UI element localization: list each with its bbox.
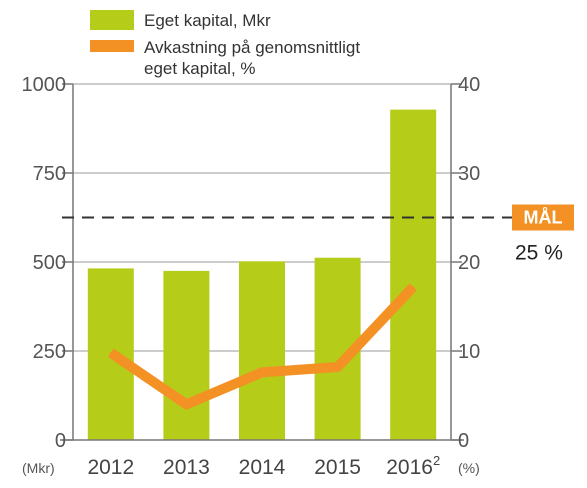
bars: [87, 109, 437, 440]
bar-2014: [239, 261, 285, 440]
target-badge: [512, 204, 574, 231]
category-label-2016: 20162: [386, 453, 440, 479]
legend-swatch-equity: [90, 10, 134, 30]
return-line: [107, 283, 417, 410]
bar-2013: [163, 270, 210, 440]
right-tick-label: 40: [458, 74, 480, 96]
legend-label-return-line1: Avkastning på genomsnittligt: [144, 38, 360, 57]
right-tick-label: 10: [458, 341, 480, 363]
left-tick-label: 250: [33, 341, 66, 363]
category-footnote-mark: 2: [433, 453, 440, 468]
right-tick-label: 20: [458, 252, 480, 274]
return-point-2014: [261, 371, 263, 374]
category-label-2012: 2012: [87, 456, 134, 479]
left-tick-label: 0: [55, 430, 66, 452]
return-point-2016: [412, 285, 415, 288]
category-label-2015: 2015: [314, 456, 361, 479]
legend: Eget kapital, Mkr Avkastning på genomsni…: [90, 10, 360, 78]
right-axis-ticks: 0 10 20 30 40: [458, 74, 480, 452]
axes: [60, 83, 464, 441]
right-tick-label: 30: [458, 163, 480, 185]
target-marker: MÅL 25 %: [62, 204, 574, 265]
right-axis-unit: (%): [458, 460, 480, 476]
right-tick-label: 0: [458, 430, 469, 452]
category-label-2013: 2013: [163, 456, 210, 479]
left-tick-label: 1000: [22, 74, 67, 96]
left-tick-label: 750: [33, 163, 66, 185]
return-point-2015: [336, 366, 339, 369]
legend-swatch-return: [90, 40, 134, 52]
target-label: MÅL: [524, 208, 563, 228]
legend-label-return-line2: eget kapital, %: [144, 59, 256, 78]
target-value: 25 %: [515, 242, 563, 265]
left-axis-ticks: 0 250 500 750 1000: [22, 74, 67, 452]
bar-2016: [390, 109, 437, 440]
category-labels: 2012 2013 2014 2015 20162: [87, 453, 440, 479]
left-tick-label: 500: [33, 252, 66, 274]
category-label-2014: 2014: [239, 456, 286, 479]
return-point-2012: [109, 351, 112, 354]
left-axis-unit: (Mkr): [22, 460, 55, 476]
return-point-2013: [185, 403, 188, 406]
legend-label-equity: Eget kapital, Mkr: [144, 11, 271, 30]
